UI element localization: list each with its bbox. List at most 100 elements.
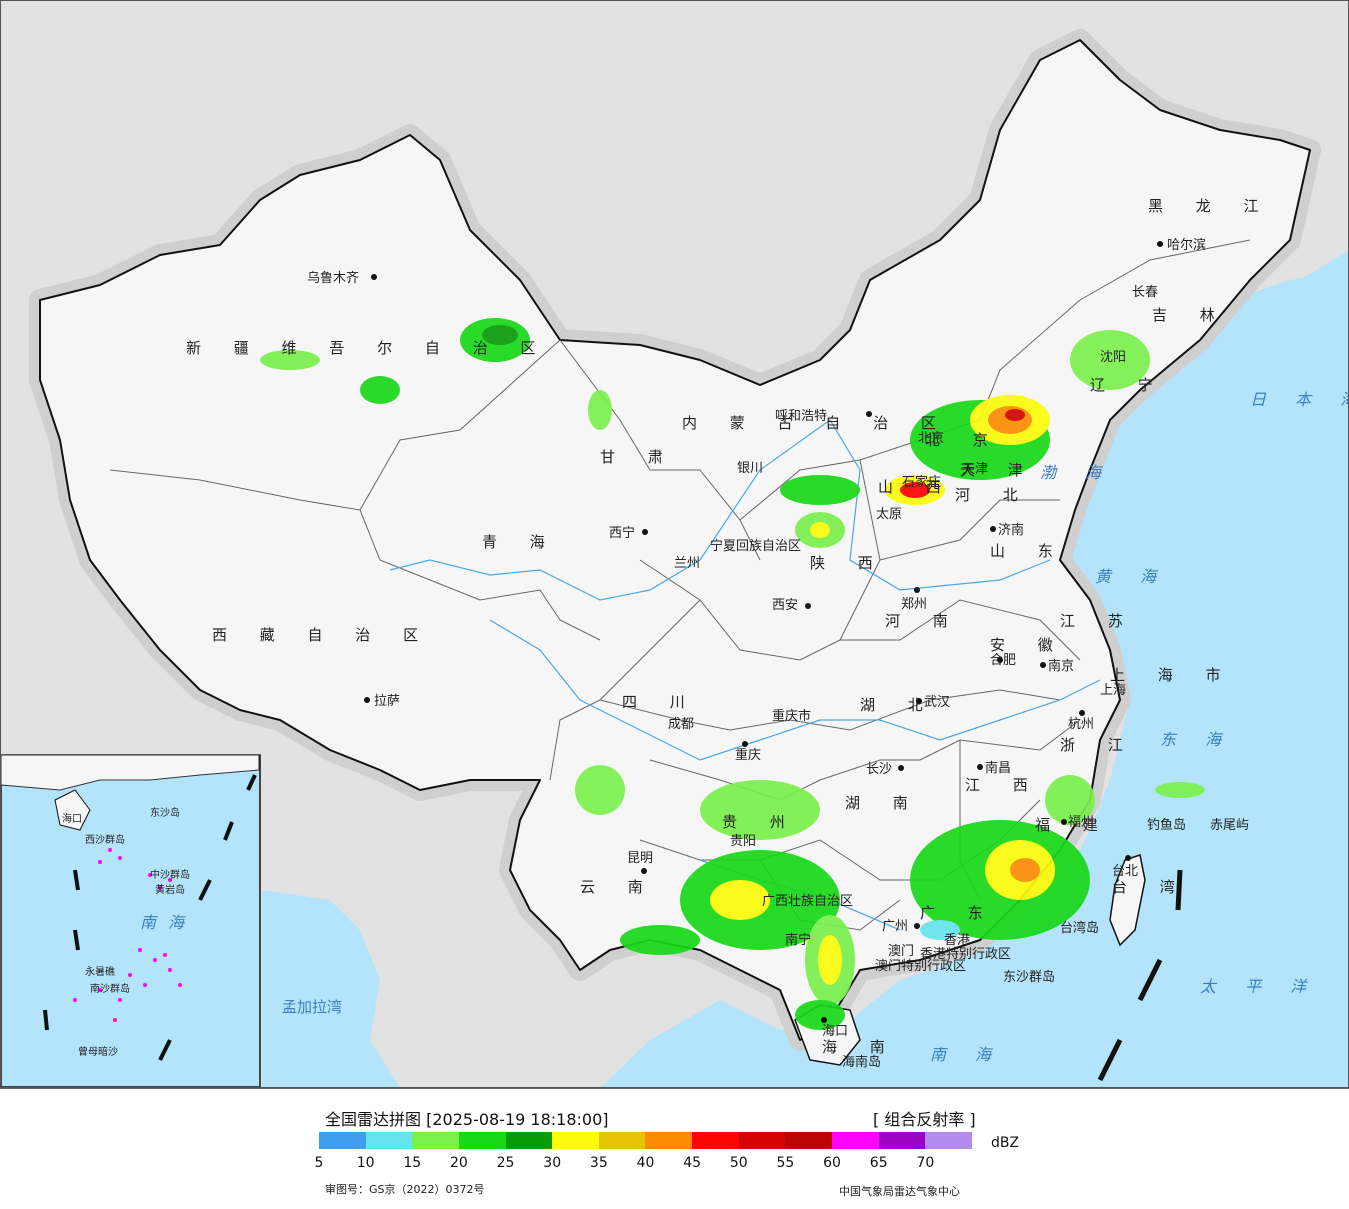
city-chongqing: 重庆 (735, 747, 761, 763)
label-chongqing-shi: 重庆市 (772, 708, 811, 724)
city-taipei: 台北 (1112, 864, 1138, 879)
city-dot (990, 526, 996, 532)
city-shenyang: 沈阳 (1100, 350, 1126, 365)
label-hebei: 河 北 (955, 486, 1032, 504)
map-approval-number: 审图号：GS京（2022）0372号 (325, 1183, 485, 1196)
label-fujian: 福 建 (1035, 816, 1112, 834)
inset-label-dongsha: 东沙岛 (150, 806, 180, 819)
label-heilongjiang: 黑 龙 江 (1148, 197, 1273, 215)
label-guangdong: 广 东 (920, 904, 997, 922)
city-dot (1125, 855, 1131, 861)
label-xinjiang: 新 疆 维 吾 尔 自 治 区 (186, 339, 549, 357)
city-yinchuan: 银川 (737, 461, 763, 476)
label-jilin: 吉 林 (1152, 306, 1229, 324)
legend-tick-label: 60 (823, 1155, 841, 1171)
taiwan-island (1109, 854, 1146, 947)
city-guangzhou: 广州 (882, 919, 908, 934)
city-shijiazhuang: 石家庄 (902, 474, 941, 490)
label-xizang: 西 藏 自 治 区 (212, 626, 432, 644)
city-chengdu: 成都 (668, 717, 694, 732)
inset-labels: 西沙群岛 中沙群岛 黄岩岛 南沙群岛 永暑礁 曾母暗沙 海口 东沙岛 南海 (62, 806, 196, 1058)
label-liaoning: 辽 宁 (1090, 376, 1167, 394)
label-chiwei: 赤尾屿 (1210, 818, 1249, 833)
label-shanghai: 上 海 市 (1110, 666, 1235, 684)
inset-label-nanhai: 南海 (140, 913, 196, 932)
city-shanghai: 上海 (1100, 683, 1126, 698)
color-swatch (645, 1132, 693, 1149)
label-hk-sar: 香港特别行政区 (920, 947, 1011, 962)
label-jiangsu: 江 苏 (1060, 612, 1137, 630)
label-shaanxi: 陕 西 (810, 554, 887, 572)
city-huhehaote: 呼和浩特 (775, 409, 827, 424)
city-dot (1157, 241, 1163, 247)
city-jinan: 济南 (998, 522, 1024, 538)
city-nanjing: 南京 (1048, 658, 1074, 674)
city-dot (914, 587, 920, 593)
city-taiyuan: 太原 (876, 507, 902, 522)
label-yunnan: 云 南 (580, 878, 657, 896)
label-shandong: 山 东 (990, 542, 1067, 560)
city-dot (371, 274, 377, 280)
sea-labels: 日 本 海 渤 海 黄 海 东 海 南 海 太 平 洋 孟加拉湾 钓鱼岛 赤尾屿… (282, 390, 1349, 1070)
label-anhui: 安 徽 (990, 636, 1067, 654)
legend-tick-label: 35 (589, 1155, 608, 1171)
color-swatch (505, 1132, 553, 1149)
legend-tick-label: 5 (314, 1155, 324, 1171)
color-swatch (832, 1132, 879, 1149)
sea-label-yellow: 黄 海 (1095, 567, 1168, 586)
inset-label-zengmu: 曾母暗沙 (78, 1045, 118, 1058)
city-dot (997, 657, 1003, 663)
city-kunming: 昆明 (627, 851, 653, 866)
legend-unit: dBZ (991, 1135, 1020, 1151)
city-hangzhou: 杭州 (1068, 717, 1094, 732)
city-dot (898, 765, 904, 771)
color-swatch (365, 1132, 413, 1149)
city-dot (866, 411, 872, 417)
inset-label-haikou: 海口 (62, 812, 82, 825)
color-swatch (925, 1132, 972, 1149)
label-dongsha: 东沙群岛 (1003, 969, 1055, 985)
legend-panel: 全国雷达拼图 [2025-08-19 18:18:00] [ 组合反射率 ] d… (0, 1088, 1349, 1209)
city-dot (642, 529, 648, 535)
radar-echoes (260, 318, 1205, 1030)
city-dot (364, 697, 370, 703)
inset-label-yongshu: 永暑礁 (85, 965, 115, 978)
legend-tick-label: 40 (636, 1155, 655, 1171)
color-scale-bar (319, 1132, 972, 1149)
color-swatch (598, 1132, 646, 1149)
city-wuhan: 武汉 (924, 695, 950, 710)
sea-bay-of-bengal (262, 890, 400, 1088)
legend-tick-label: 25 (496, 1155, 515, 1171)
city-macao: 澳门 (888, 943, 914, 959)
legend-tick-label: 70 (916, 1155, 935, 1171)
inset-label-nansha: 南沙群岛 (90, 982, 130, 995)
color-swatch (458, 1132, 506, 1149)
legend-tick-label: 15 (403, 1155, 422, 1171)
city-haikou: 海口 (822, 1024, 848, 1039)
city-harbin: 哈尔滨 (1167, 237, 1206, 253)
city-urumqi: 乌鲁木齐 (307, 270, 359, 286)
city-dot (805, 603, 811, 609)
city-dot (742, 741, 748, 747)
inset-label-huangyan: 黄岩岛 (155, 883, 185, 896)
color-swatch (692, 1132, 739, 1149)
city-dot (914, 923, 920, 929)
city-changchun: 长春 (1132, 285, 1158, 300)
color-swatch (738, 1132, 786, 1149)
city-beijing: 北京 (918, 431, 944, 446)
city-dot (916, 698, 922, 704)
label-diaoyu: 钓鱼岛 (1147, 817, 1186, 833)
city-hefei: 合肥 (990, 653, 1016, 668)
sea-label-pacific: 太 平 洋 (1200, 977, 1318, 996)
legend-tick-label: 50 (729, 1155, 748, 1171)
city-dot (1040, 662, 1046, 668)
label-qinghai: 青 海 (482, 533, 559, 551)
legend-product: [ 组合反射率 ] (873, 1110, 976, 1129)
label-gansu: 甘 肃 (600, 448, 677, 466)
city-hongkong: 香港 (944, 933, 970, 948)
city-dot (1079, 710, 1085, 716)
color-swatch (785, 1132, 833, 1149)
inset-label-xisha: 西沙群岛 (85, 833, 125, 846)
city-guiyang: 贵阳 (730, 834, 756, 849)
label-macao-sar: 澳门特别行政区 (875, 958, 966, 974)
